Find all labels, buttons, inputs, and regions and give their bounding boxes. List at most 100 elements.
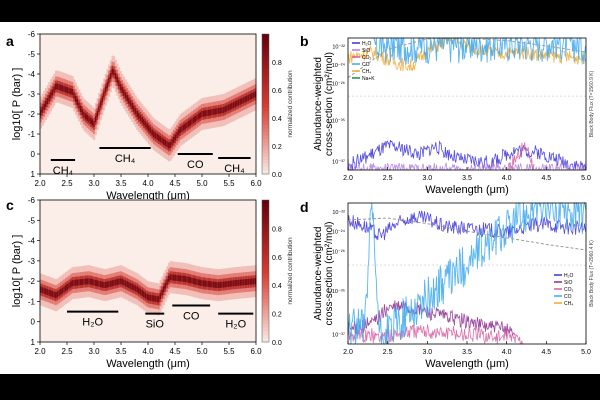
colorbar-swatch	[262, 285, 269, 290]
chart-c: 2.0 2.5 3.0 3.5 4.0 4.5 5.0 5.5 6.0 -6 -5 -4 -3 -2 -1 0…	[11, 196, 294, 370]
colorbar-swatch	[262, 278, 269, 283]
series-line-4	[371, 36, 587, 65]
colorbar-swatch	[262, 271, 269, 276]
contribution-strip	[121, 278, 124, 285]
colorbar-swatch	[262, 167, 269, 171]
x-tick-label: 2.5	[383, 175, 393, 182]
contribution-strip	[124, 92, 127, 99]
series-line-1	[347, 139, 587, 171]
contribution-strip	[186, 122, 189, 129]
contribution-strip	[154, 132, 157, 139]
colorbar-frame	[261, 199, 270, 343]
colorbar-swatch	[262, 156, 269, 161]
y-tick-label: 10⁻²⁴	[332, 62, 346, 69]
x-tick-label: 4.5	[541, 349, 551, 356]
colorbar-swatch	[262, 263, 269, 268]
contribution-strip	[40, 109, 43, 116]
contribution-strip	[69, 281, 72, 288]
contribution-strip	[98, 106, 101, 113]
contribution-strip	[234, 280, 237, 287]
y-tick-label: -6	[28, 196, 36, 205]
contribution-strip	[159, 136, 162, 143]
contribution-strip	[169, 274, 172, 281]
contribution-strip	[152, 131, 156, 138]
contribution-strip	[41, 106, 44, 113]
legend-entry: CO	[362, 62, 370, 68]
x-axis-label: Wavelength (μm)	[106, 358, 190, 370]
contribution-strip	[204, 280, 207, 287]
colorbar-swatch	[262, 76, 269, 80]
contribution-strip	[251, 93, 254, 100]
contribution-strip	[157, 135, 161, 141]
colorbar-swatch	[262, 228, 269, 233]
contribution-strip	[179, 127, 182, 133]
legend-entry: SiO	[564, 280, 572, 286]
colorbar-swatch	[262, 281, 269, 286]
contribution-strip	[101, 281, 104, 288]
contribution-strip	[73, 279, 76, 286]
y-axis-label: log10[ P (bar) ]	[11, 68, 23, 141]
y-tick-label: -2	[28, 277, 36, 286]
x-tick-label: 3.0	[422, 349, 432, 356]
y-tick-label: 10⁻³⁷	[332, 158, 345, 165]
contribution-strip	[124, 280, 127, 287]
contribution-strip	[74, 279, 77, 286]
contribution-strip	[109, 73, 112, 80]
y-axis-label-line: Abundance-weighted	[313, 227, 324, 321]
colorbar-tick-label: 0.8	[272, 226, 282, 233]
contribution-strip	[103, 91, 106, 98]
colorbar-swatch	[262, 69, 269, 73]
species-label: CH₄	[224, 163, 245, 175]
colorbar-swatch	[262, 97, 269, 101]
colorbar-swatch	[262, 274, 269, 279]
contribution-strip	[141, 117, 144, 124]
contribution-strip	[246, 95, 249, 102]
contribution-strip	[149, 127, 152, 134]
colorbar-swatch	[262, 235, 269, 240]
colorbar-tick-label: 0.0	[272, 172, 282, 179]
contribution-strip	[73, 92, 76, 99]
contribution-strip	[96, 111, 99, 118]
colorbar-swatch	[262, 295, 269, 300]
contribution-strip	[126, 281, 129, 288]
colorbar-swatch	[262, 153, 269, 157]
contribution-strip	[88, 278, 91, 285]
contribution-strip	[246, 279, 249, 285]
colorbar-swatch	[262, 79, 269, 84]
contribution-strip	[128, 282, 131, 289]
colorbar-frame	[261, 33, 270, 175]
contribution-strip	[131, 103, 134, 109]
contribution-strip	[212, 108, 215, 115]
contribution-strip	[177, 129, 180, 136]
contribution-strip	[53, 86, 56, 93]
colorbar-swatch	[262, 44, 269, 49]
contribution-strip	[194, 278, 197, 285]
contribution-strip	[104, 86, 107, 93]
contribution-strip	[44, 100, 48, 107]
x-tick-label: 5.5	[223, 179, 235, 188]
y-axis-label: log10[ P (bar) ]	[11, 235, 23, 308]
contribution-strip	[237, 279, 240, 286]
contribution-strip	[56, 83, 59, 90]
contribution-strip	[109, 280, 112, 287]
colorbar-swatch	[262, 210, 269, 215]
contribution-strip	[139, 115, 142, 122]
contribution-strip	[216, 108, 219, 115]
x-tick-label: 3.0	[422, 175, 432, 182]
contribution-strip	[138, 113, 141, 120]
contribution-strip	[219, 281, 222, 288]
colorbar-swatch	[262, 72, 269, 77]
contribution-strip	[68, 282, 71, 289]
contribution-strip	[141, 290, 144, 296]
y-tick-label: -4	[28, 70, 36, 79]
species-label: H₂O	[82, 317, 103, 329]
contribution-strip	[143, 119, 146, 126]
x-tick-label: 2.0	[343, 175, 353, 182]
contribution-strip	[236, 100, 239, 107]
colorbar-swatch	[262, 125, 269, 129]
panel-label-c: c	[6, 197, 14, 213]
contribution-strip	[244, 279, 247, 286]
colorbar-swatch	[262, 128, 269, 133]
contribution-strip	[157, 296, 161, 303]
y-tick-label: 10⁻²⁶	[332, 248, 345, 255]
